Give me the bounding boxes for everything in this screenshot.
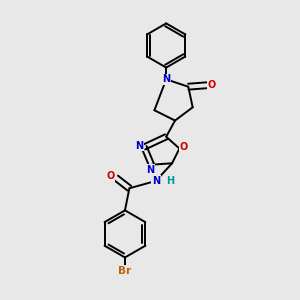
Text: N: N [162, 74, 170, 84]
Text: O: O [208, 80, 216, 90]
Text: N: N [135, 141, 143, 151]
Text: N: N [146, 165, 154, 175]
Text: N: N [152, 176, 160, 186]
Text: O: O [180, 142, 188, 152]
Text: Br: Br [118, 266, 131, 276]
Text: H: H [167, 176, 175, 186]
Text: O: O [106, 172, 114, 182]
